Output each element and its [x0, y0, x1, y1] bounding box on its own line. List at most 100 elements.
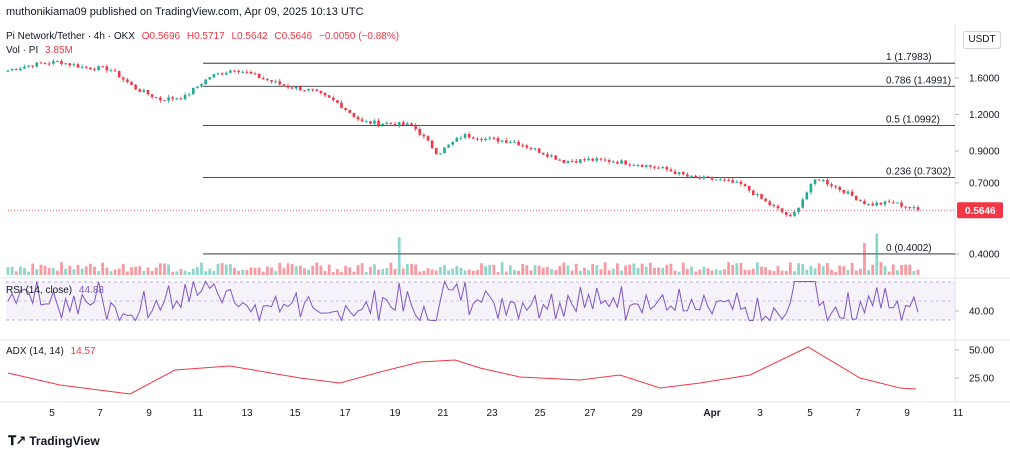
time-axis-label: 25 — [534, 408, 546, 419]
volume-bar — [88, 263, 92, 275]
volume-bar — [109, 271, 113, 275]
volume-bar — [56, 270, 59, 275]
adx-label[interactable]: ADX (14, 14) — [6, 346, 64, 357]
candle-body — [72, 64, 76, 66]
volume-bar — [821, 266, 825, 275]
volume-bar — [900, 265, 903, 275]
candle-body — [163, 100, 166, 102]
candle-body — [896, 202, 899, 204]
volume-label[interactable]: Vol · PI — [6, 45, 39, 56]
candle-body — [513, 141, 516, 143]
open-value: O0.5696 — [141, 31, 181, 42]
volume-bar — [578, 270, 582, 275]
candle-body — [27, 65, 30, 67]
time-axis-label: 27 — [584, 408, 596, 419]
candle-body — [224, 72, 228, 75]
volume-bar — [780, 270, 784, 275]
candle-body — [373, 120, 376, 124]
rsi-line — [7, 280, 919, 323]
volume-bar — [747, 269, 751, 275]
volume-bar — [138, 266, 142, 275]
volume-bar — [397, 237, 401, 275]
last-price-label: 0.5646 — [965, 206, 996, 217]
volume-bar — [451, 268, 455, 275]
volume-bar — [916, 269, 920, 275]
candle-body — [451, 141, 455, 145]
candle-body — [904, 206, 907, 208]
volume-bar — [776, 265, 780, 275]
candle-body — [245, 71, 249, 73]
volume-bar — [319, 265, 323, 275]
volume-bar — [846, 270, 850, 275]
volume-bar — [739, 262, 743, 275]
volume-bar — [517, 270, 520, 275]
candle-body — [459, 137, 463, 139]
candle-body — [871, 203, 875, 206]
volume-bar — [274, 271, 278, 275]
candle-body — [266, 79, 269, 81]
volume-bar — [175, 271, 179, 275]
volume-bar — [142, 271, 146, 275]
volume-bar — [653, 267, 656, 275]
candle-body — [434, 148, 438, 155]
volume-bar — [595, 265, 599, 275]
candle-body — [710, 177, 714, 180]
volume-bar — [278, 262, 282, 275]
candle-body — [702, 176, 706, 179]
volume-bar — [854, 270, 858, 275]
volume-bar — [706, 268, 710, 275]
currency-unit[interactable]: USDT — [963, 31, 1001, 49]
rsi-label[interactable]: RSI (14, close) — [6, 285, 73, 296]
volume-bar — [150, 271, 154, 275]
volume-bar — [270, 267, 273, 275]
volume-bar — [455, 265, 459, 275]
volume-bar — [669, 263, 673, 275]
candle-body — [830, 184, 833, 187]
candle-body — [167, 97, 170, 101]
candle-body — [657, 167, 660, 169]
candle-body — [113, 70, 117, 72]
tradingview-logo[interactable]: 𝐓↗ TradingView — [8, 433, 100, 449]
volume-bar — [529, 270, 533, 275]
volume-bar — [830, 269, 833, 275]
candle-body — [583, 159, 586, 161]
time-axis-label: 29 — [631, 408, 643, 419]
candle-body — [653, 166, 656, 168]
candle-body — [270, 80, 273, 82]
candle-body — [6, 70, 10, 72]
volume-bar — [228, 264, 232, 275]
volume-bar — [904, 264, 908, 275]
candle-body — [768, 201, 772, 206]
volume-bar — [772, 271, 776, 275]
candle-body — [644, 165, 648, 167]
candle-body — [64, 63, 67, 65]
adx-value: 14.57 — [70, 346, 96, 357]
candle-body — [698, 177, 702, 179]
volume-bar — [418, 271, 422, 275]
candle-body — [39, 62, 43, 64]
volume-bar — [718, 270, 722, 275]
candle-body — [315, 89, 319, 91]
volume-bar — [187, 271, 191, 275]
volume-bar — [23, 267, 26, 275]
candle-body — [500, 140, 504, 142]
candle-body — [233, 70, 236, 72]
symbol-name[interactable]: Pi Network/Tether · 4h · OKX — [6, 31, 135, 42]
candle-body — [546, 154, 549, 157]
volume-bar — [805, 269, 809, 275]
volume-bar — [537, 265, 541, 275]
candle-body — [521, 145, 525, 147]
candle-body — [422, 134, 426, 137]
volume-bar — [764, 267, 768, 275]
candle-body — [916, 207, 920, 210]
volume-bar — [513, 269, 516, 275]
volume-bar — [340, 271, 343, 275]
volume-bar — [714, 269, 718, 275]
volume-bar — [60, 262, 63, 275]
candle-body — [846, 191, 850, 194]
volume-bar — [303, 268, 306, 275]
volume-bar — [356, 265, 360, 275]
volume-bars — [6, 233, 920, 275]
candle-body — [624, 160, 627, 165]
